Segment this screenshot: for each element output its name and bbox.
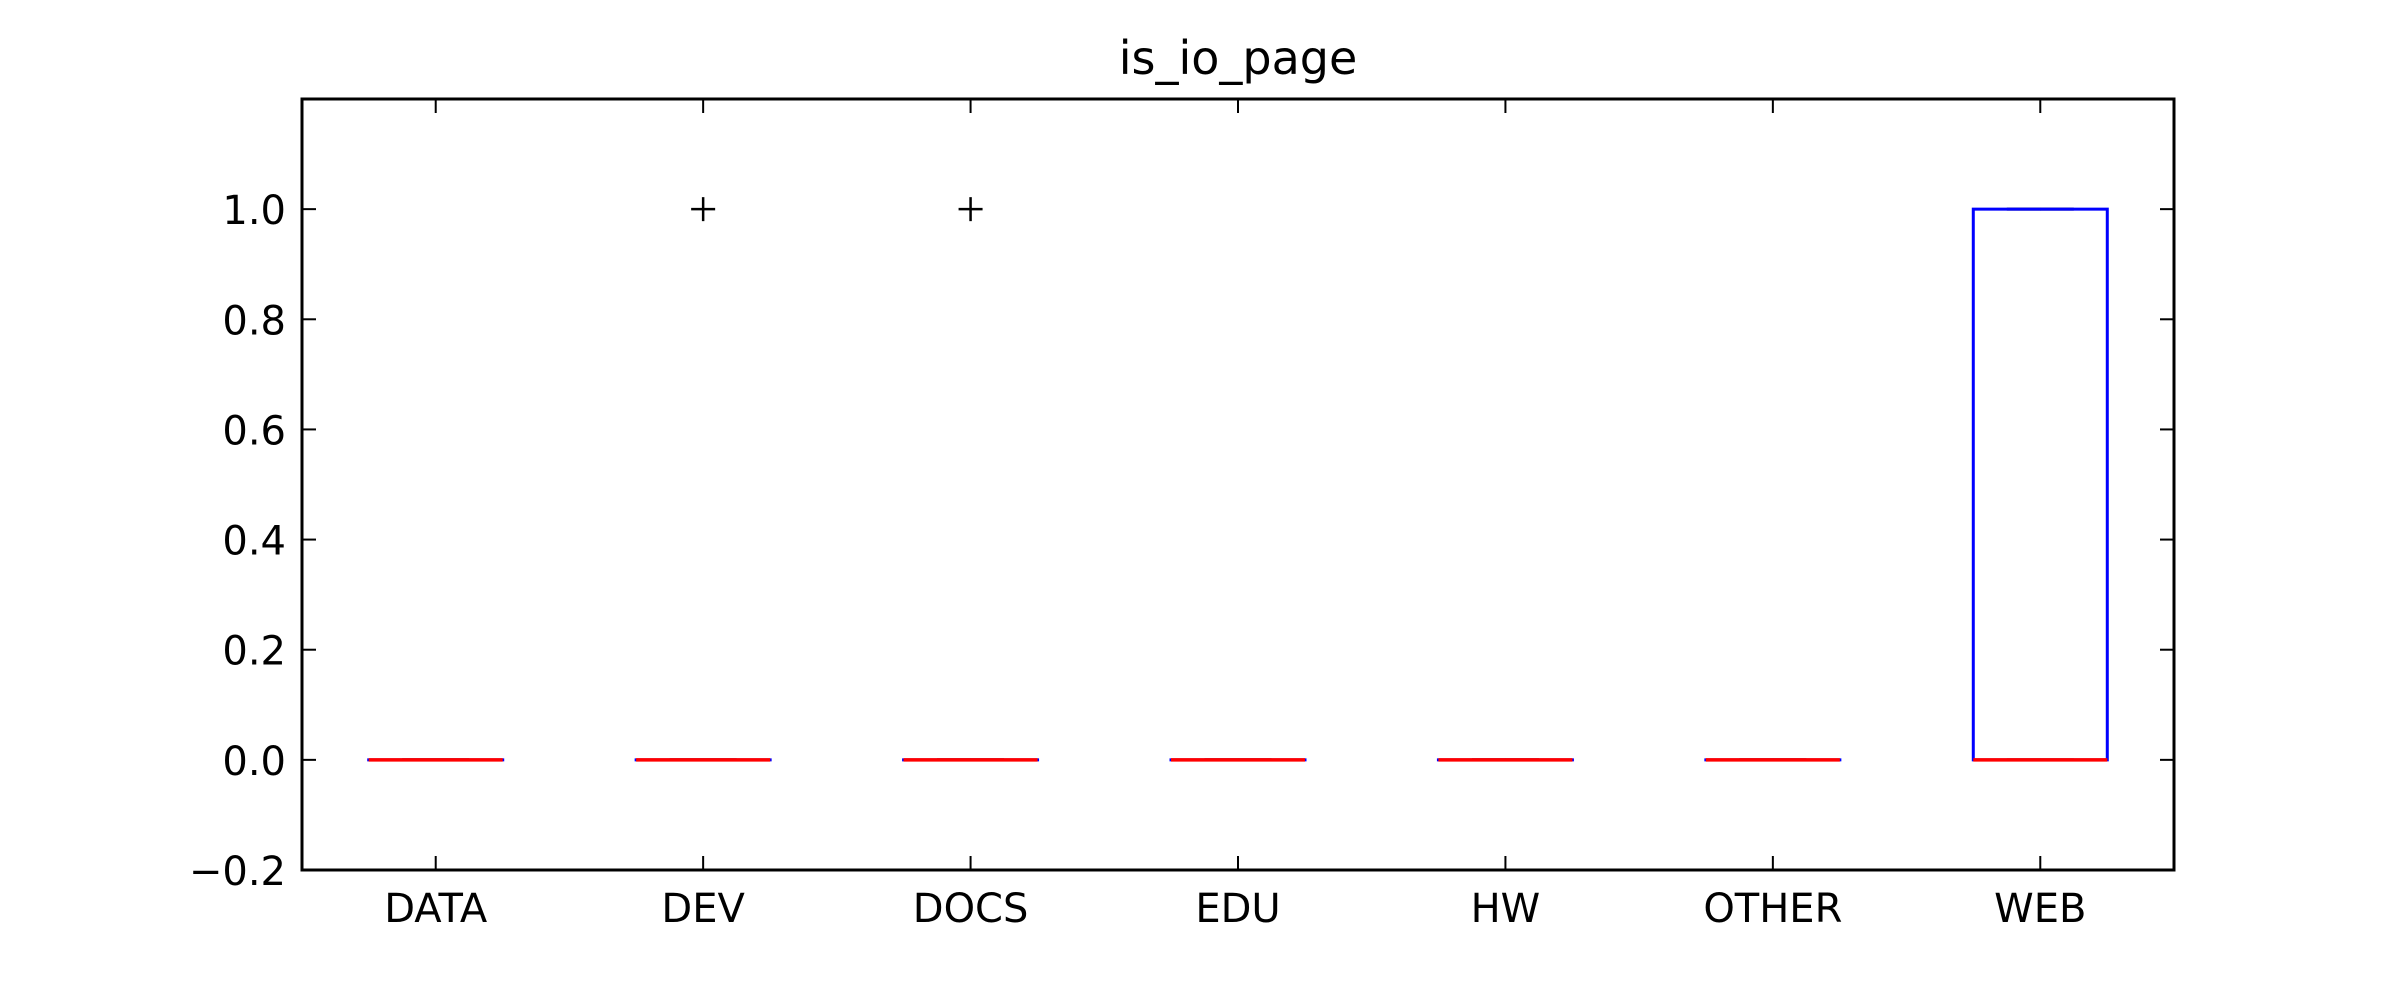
y-tick-label: 1.0	[222, 188, 286, 234]
flier-marker	[691, 197, 716, 222]
flier-marker	[958, 197, 983, 222]
x-tick-label: WEB	[1994, 886, 2086, 932]
chart-title: is_io_page	[1119, 31, 1358, 85]
box-dev	[634, 197, 772, 762]
y-tick-label: 0.0	[222, 739, 286, 785]
y-tick-label: 0.6	[222, 408, 286, 454]
x-tick-label: DOCS	[913, 886, 1029, 932]
y-tick-label: −0.2	[189, 849, 286, 895]
axis-ticks: −0.2 0.0 0.2 0.4 0.6 0.8 1.0 DATA DEV DOCS EDU HW OT…	[189, 99, 2174, 932]
x-tick-label: DEV	[661, 886, 745, 932]
y-tick-label: 0.2	[222, 629, 286, 675]
plot-area-frame	[300, 97, 2176, 872]
plot-marks	[367, 197, 2109, 762]
x-tick-label: EDU	[1195, 886, 1280, 932]
box-docs	[902, 197, 1040, 762]
box-web	[1971, 207, 2109, 762]
y-tick-label: 0.8	[222, 298, 286, 344]
x-tick-label: DATA	[384, 886, 488, 932]
y-tick-label: 0.4	[222, 519, 286, 565]
x-tick-label: OTHER	[1703, 886, 1842, 932]
x-tick-label: HW	[1471, 886, 1541, 932]
